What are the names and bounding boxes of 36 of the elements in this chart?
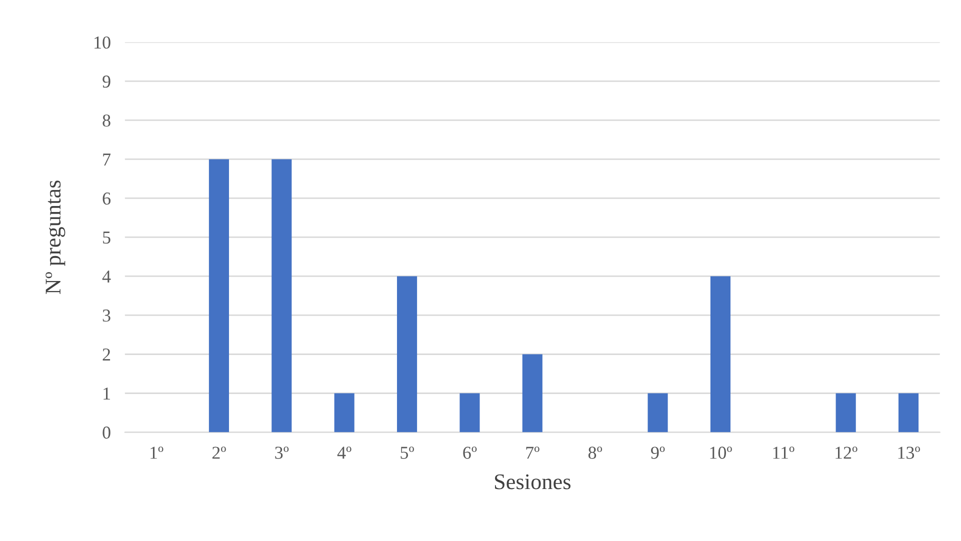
x-tick-label: 6º: [463, 446, 477, 459]
x-tick-label: 4º: [337, 446, 352, 459]
y-tick-label: 6: [102, 192, 110, 205]
bar: [710, 276, 730, 432]
y-tick-label: 8: [102, 114, 110, 127]
bar: [898, 393, 919, 432]
bar: [272, 159, 292, 432]
bar: [522, 354, 542, 432]
y-tick-label: 7: [103, 154, 111, 166]
x-tick-label: 11º: [773, 446, 794, 459]
x-tick-label: 9º: [651, 446, 665, 459]
y-tick-label: 2: [102, 348, 110, 361]
x-tick-label: 8º: [588, 446, 602, 459]
y-tick-label: 0: [102, 426, 110, 439]
x-tick-label: 7º: [526, 446, 540, 459]
x-tick-label: 10º: [710, 446, 732, 459]
y-tick-label: 5: [103, 232, 110, 244]
y-tick-label: 1: [104, 388, 110, 400]
y-tick-label: 9: [102, 76, 110, 88]
bar: [208, 159, 229, 432]
x-axis-title: Sesiones: [494, 474, 570, 490]
x-tick-label: 2º: [212, 446, 226, 459]
x-tick-label: 3º: [275, 446, 289, 459]
bar: [460, 393, 480, 432]
y-tick-label: 4: [102, 270, 111, 282]
bar: [396, 276, 418, 432]
y-axis-title: Nº preguntas: [46, 180, 66, 294]
y-tick-label: 10: [94, 36, 110, 49]
y-tick-label: 3: [102, 310, 110, 322]
x-tick-label: 1º: [150, 446, 164, 459]
bar: [334, 393, 354, 432]
x-tick-label: 12º: [836, 446, 858, 459]
bar: [648, 393, 668, 432]
x-tick-label: 5º: [400, 446, 414, 459]
bar: [836, 393, 856, 432]
x-tick-label: 13º: [898, 446, 920, 459]
